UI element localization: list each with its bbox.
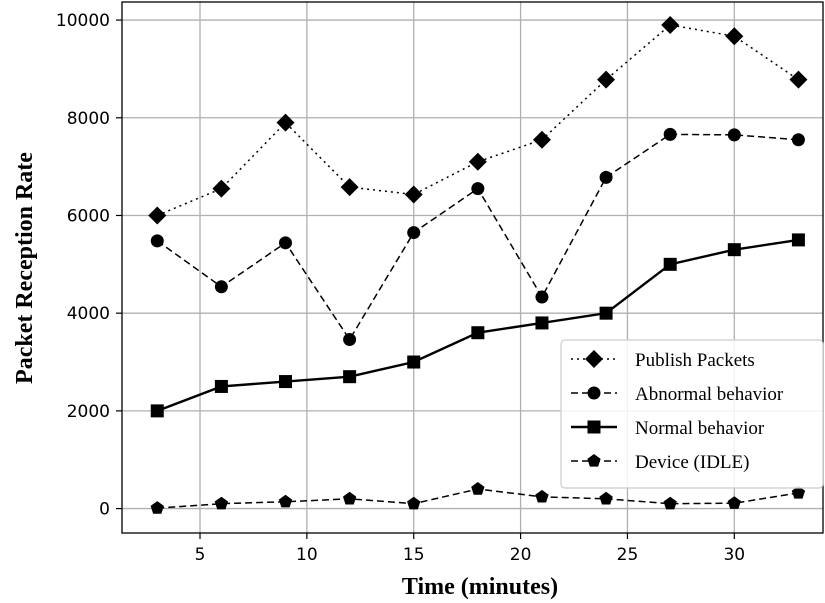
data-point <box>343 333 357 347</box>
data-point <box>599 170 613 184</box>
data-point <box>214 379 228 393</box>
series-1 <box>150 127 805 347</box>
x-tick-label: 10 <box>296 545 318 565</box>
data-point <box>212 179 231 198</box>
grid <box>122 2 823 533</box>
data-point <box>214 280 228 294</box>
data-point <box>278 494 293 508</box>
data-point <box>407 355 421 369</box>
data-point <box>340 178 359 197</box>
data-point <box>535 290 549 304</box>
data-point <box>725 27 744 46</box>
legend-entry: Device (IDLE) <box>571 452 749 473</box>
data-point <box>150 404 164 418</box>
data-point <box>535 316 549 330</box>
data-point <box>663 127 677 141</box>
data-point <box>663 257 677 271</box>
series-2 <box>150 233 805 418</box>
legend-box <box>560 339 824 489</box>
data-point <box>663 496 677 510</box>
y-tick-label: 0 <box>99 500 110 520</box>
data-point <box>407 496 421 510</box>
data-point <box>661 15 680 34</box>
legend-label: Device (IDLE) <box>635 452 749 473</box>
legend-marker <box>587 420 601 434</box>
x-tick-label: 5 <box>195 545 206 565</box>
plot-frame <box>121 1 824 534</box>
data-point <box>535 489 549 503</box>
y-axis-title: Packet Reception Rate <box>12 152 38 384</box>
data-point <box>407 226 421 240</box>
data-point <box>471 326 485 340</box>
legend-entry: Publish Packets <box>571 350 755 371</box>
data-point <box>597 70 616 89</box>
x-tick-label: 30 <box>723 545 745 565</box>
y-tick-label: 6000 <box>67 206 110 226</box>
axes: 5 10 15 20 25 30 0 2000 4000 6000 8000 10000 <box>56 1 824 565</box>
data-point <box>791 233 805 247</box>
legend-entry: Abnormal behavior <box>571 384 784 405</box>
data-point <box>471 482 485 495</box>
series-3 <box>150 482 806 514</box>
data-point <box>727 496 741 509</box>
legend: Publish Packets Abnormal behavior Normal b… <box>560 339 824 489</box>
x-tick-label: 15 <box>403 545 425 565</box>
legend-marker <box>587 454 601 467</box>
data-point <box>532 130 551 149</box>
data-point <box>599 491 613 505</box>
data-point <box>148 206 167 225</box>
data-point <box>791 133 805 147</box>
legend-entry: Normal behavior <box>571 418 765 439</box>
legend-label: Publish Packets <box>635 350 755 371</box>
data-point <box>789 70 808 89</box>
data-point <box>343 370 357 384</box>
legend-label: Normal behavior <box>635 418 765 439</box>
series-0 <box>148 15 808 225</box>
data-point <box>278 236 292 250</box>
data-point <box>150 234 164 248</box>
data-point <box>727 128 741 142</box>
data-point <box>471 182 485 196</box>
legend-marker <box>587 386 601 400</box>
data-point <box>342 491 357 505</box>
x-axis-title: Time (minutes) <box>402 574 558 600</box>
data-point <box>278 375 292 389</box>
y-tick-label: 8000 <box>67 109 110 129</box>
legend-marker <box>585 350 603 368</box>
data-point <box>404 185 423 204</box>
series-layer <box>148 15 808 514</box>
y-tick-label: 2000 <box>67 402 110 422</box>
data-point <box>276 113 295 132</box>
data-point <box>599 306 613 320</box>
legend-label: Abnormal behavior <box>635 384 784 405</box>
data-point <box>214 496 229 510</box>
data-point <box>150 501 164 514</box>
x-tick-label: 25 <box>617 545 639 565</box>
data-point <box>727 243 741 257</box>
x-tick-label: 20 <box>510 545 532 565</box>
data-point <box>791 485 806 499</box>
data-point <box>468 152 487 171</box>
y-tick-label: 10000 <box>56 11 110 31</box>
y-tick-label: 4000 <box>67 304 110 324</box>
